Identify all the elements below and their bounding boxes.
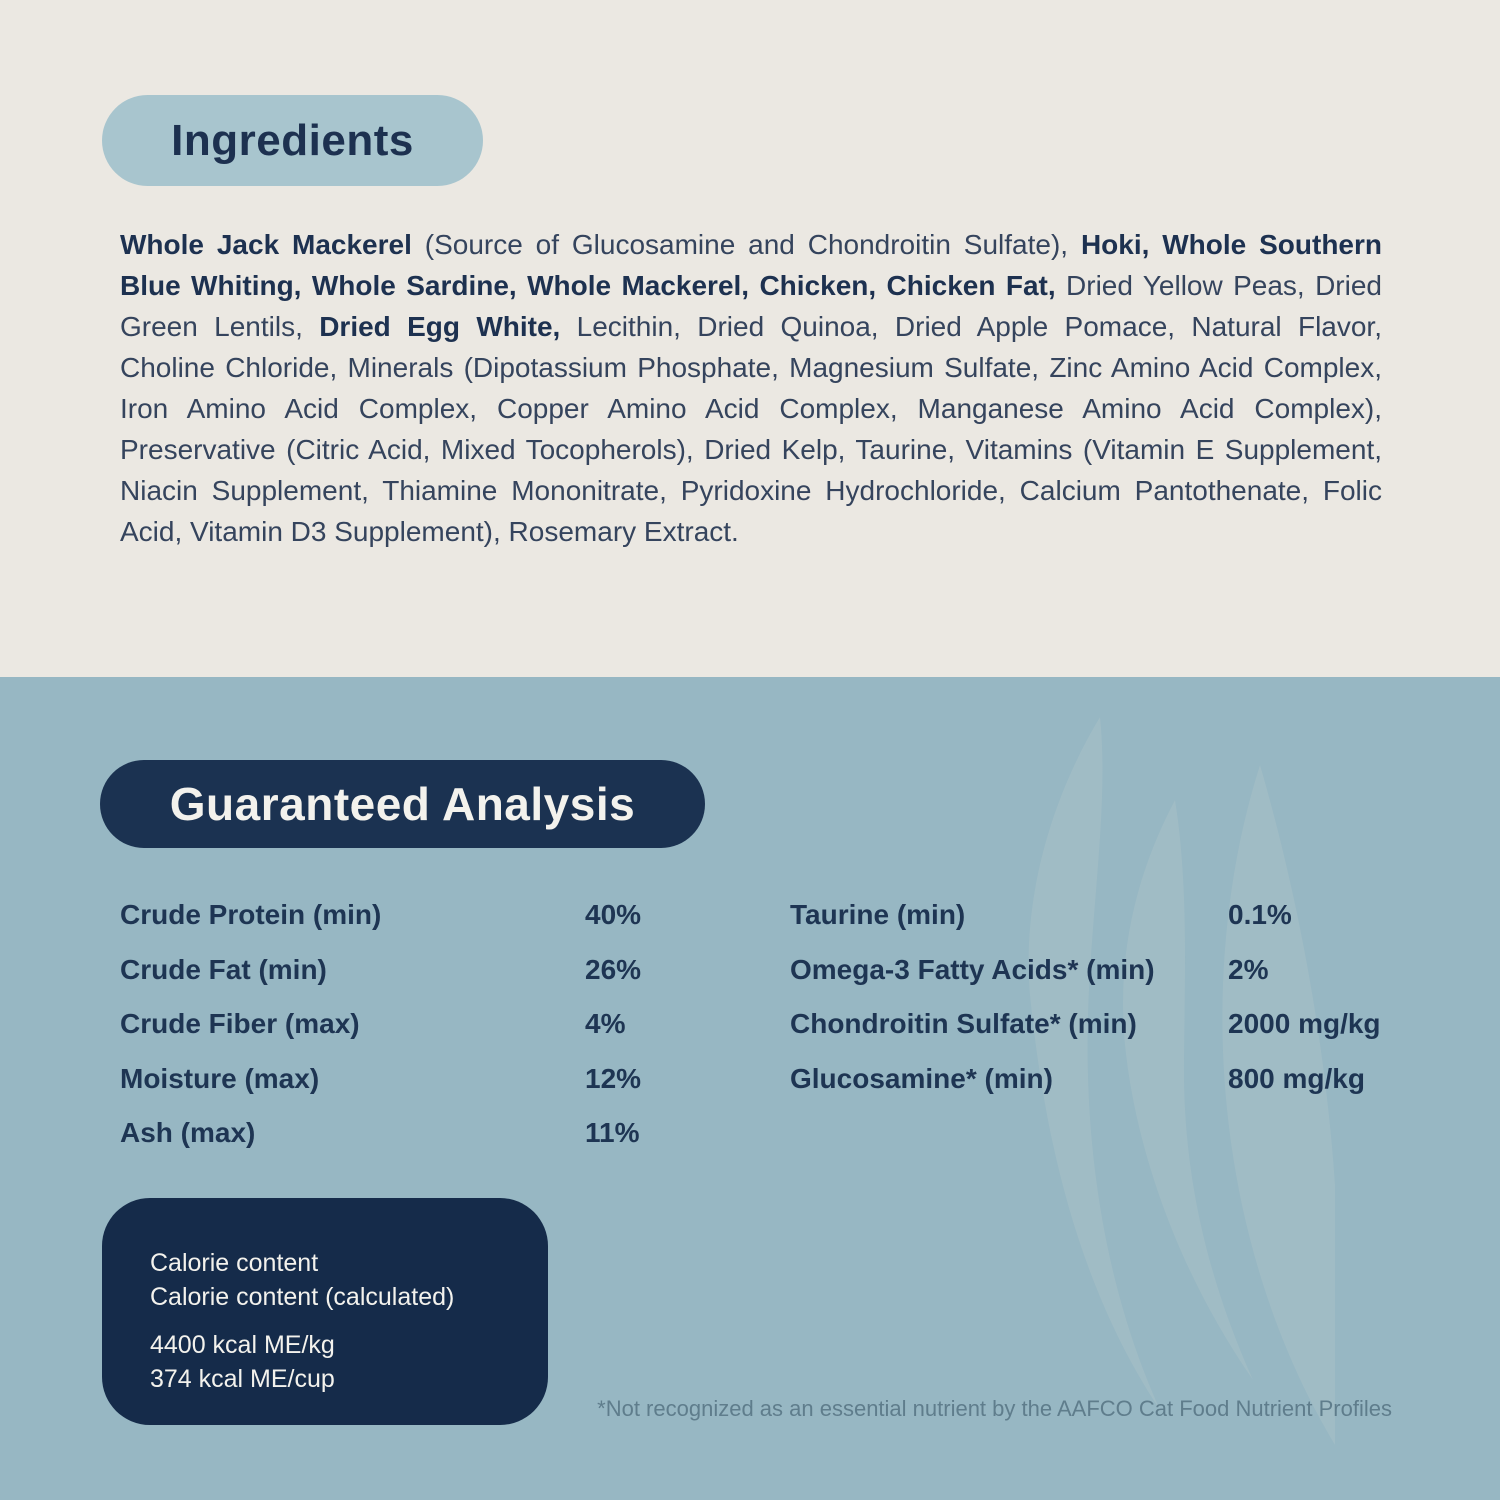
nutrient-label: Moisture (max) [120, 1062, 320, 1094]
ingredient-segment-bold: Hoki, Whole Southern Blue Whiting, Whole… [120, 229, 1382, 301]
table-row: Crude Protein (min) 40% [120, 888, 720, 943]
nutrient-label: Omega-3 Fatty Acids* (min) [790, 953, 1155, 985]
nutrient-value: 800 mg/kg [1228, 1062, 1365, 1094]
guaranteed-analysis-title-pill: Guaranteed Analysis [100, 760, 705, 848]
aafco-footnote: *Not recognized as an essential nutrient… [597, 1396, 1392, 1421]
ingredient-segment-bold: Whole Jack Mackerel [120, 229, 412, 260]
nutrient-label: Crude Fiber (max) [120, 1008, 360, 1040]
nutrient-value: 12% [585, 1062, 642, 1094]
table-row: Omega-3 Fatty Acids* (min) 2% [790, 943, 1402, 998]
table-row: Crude Fat (min) 26% [120, 943, 720, 998]
nutrient-value: 2000 mg/kg [1228, 1008, 1381, 1040]
nutrient-label: Crude Fat (min) [120, 953, 327, 985]
nutrient-label: Chondroitin Sulfate* (min) [790, 1008, 1137, 1040]
calorie-content-line: Calorie content (calculated) [150, 1283, 455, 1311]
table-row: Crude Fiber (max) 4% [120, 997, 720, 1052]
nutrient-value: 4% [585, 1008, 626, 1040]
table-row: Taurine (min) 0.1% [790, 888, 1402, 943]
guaranteed-analysis-left-column: Crude Protein (min) 40% Crude Fat (min) … [120, 888, 720, 1161]
table-row: Moisture (max) 12% [120, 1052, 720, 1107]
ingredient-segment-bold: Dried Egg White, [319, 311, 561, 342]
nutrient-value: 26% [585, 953, 642, 985]
ingredients-title: Ingredients [171, 115, 414, 165]
guaranteed-analysis-title: Guaranteed Analysis [169, 778, 636, 830]
nutrient-value: 0.1% [1228, 899, 1292, 931]
ingredient-segment: Dried Yellow Peas, Dried Green Lentils, [120, 270, 1382, 342]
guaranteed-analysis-right-column: Taurine (min) 0.1% Omega-3 Fatty Acids* … [790, 888, 1402, 1106]
ingredient-segment: (Source of Glucosamine and Chondroitin S… [411, 229, 1081, 260]
ingredient-segment: Lecithin, Dried Quinoa, Dried Apple Poma… [120, 311, 1382, 547]
calorie-value-line: 374 kcal ME/cup [150, 1365, 335, 1393]
nutrient-label: Ash (max) [120, 1117, 256, 1149]
nutrient-value: 40% [585, 899, 642, 931]
table-row: Chondroitin Sulfate* (min) 2000 mg/kg [790, 997, 1402, 1052]
table-row: Glucosamine* (min) 800 mg/kg [790, 1052, 1402, 1107]
table-row: Ash (max) 11% [120, 1106, 720, 1161]
nutrient-value: 2% [1228, 953, 1269, 985]
nutrient-label: Taurine (min) [790, 899, 966, 931]
nutrient-label: Glucosamine* (min) [790, 1062, 1053, 1094]
ingredients-title-pill: Ingredients [102, 95, 483, 186]
calorie-content-line: Calorie content [150, 1249, 319, 1277]
ingredients-paragraph: Whole Jack Mackerel (Source of Glucosami… [120, 224, 1382, 552]
nutrient-label: Crude Protein (min) [120, 899, 382, 931]
calorie-value-line: 4400 kcal ME/kg [150, 1331, 335, 1359]
nutrient-value: 11% [585, 1117, 640, 1149]
calorie-values: 4400 kcal ME/kg 374 kcal ME/cup [150, 1328, 528, 1396]
calorie-content-box: Calorie content Calorie content (calcula… [102, 1198, 548, 1425]
